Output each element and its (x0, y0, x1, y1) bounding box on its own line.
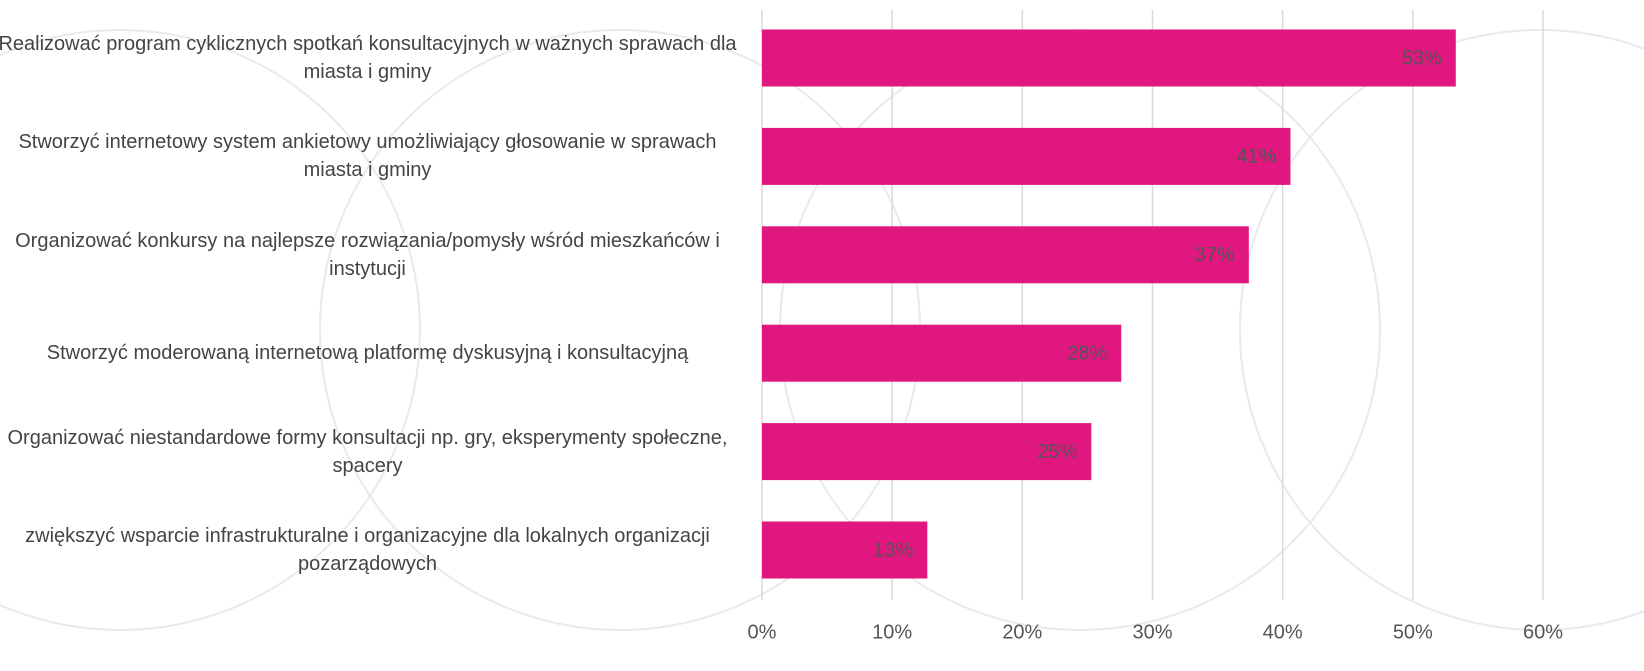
y-tick-label: Realizować program cyklicznych spotkań k… (0, 33, 737, 83)
y-tick-label: Stworzyć internetowy system ankietowy um… (18, 131, 717, 182)
value-label: 13% (873, 539, 913, 561)
y-tick-label: Organizować niestandardowe formy konsult… (7, 426, 728, 477)
x-tick-label: 0% (748, 621, 777, 643)
y-tick-label: Stworzyć moderowaną internetową platform… (46, 342, 689, 365)
value-label: 41% (1236, 146, 1276, 168)
x-tick-label: 50% (1393, 621, 1433, 643)
y-tick-label: Organizować konkursy na najlepsze rozwią… (15, 229, 720, 280)
bar (762, 127, 1291, 185)
x-tick-label: 60% (1523, 621, 1563, 643)
value-label: 25% (1037, 441, 1077, 463)
value-label: 53% (1402, 47, 1442, 69)
y-tick-label: zwiększyć wsparcie infrastrukturalne i o… (25, 525, 710, 575)
value-label: 28% (1067, 342, 1107, 364)
bar (762, 423, 1092, 481)
bar (762, 521, 928, 579)
x-tick-label: 40% (1263, 621, 1303, 643)
x-tick-label: 20% (1002, 621, 1042, 643)
x-tick-label: 30% (1132, 621, 1172, 643)
bar (762, 324, 1122, 382)
x-tick-label: 10% (872, 621, 912, 643)
bar (762, 226, 1249, 284)
bar (762, 29, 1456, 87)
value-label: 37% (1195, 244, 1235, 266)
